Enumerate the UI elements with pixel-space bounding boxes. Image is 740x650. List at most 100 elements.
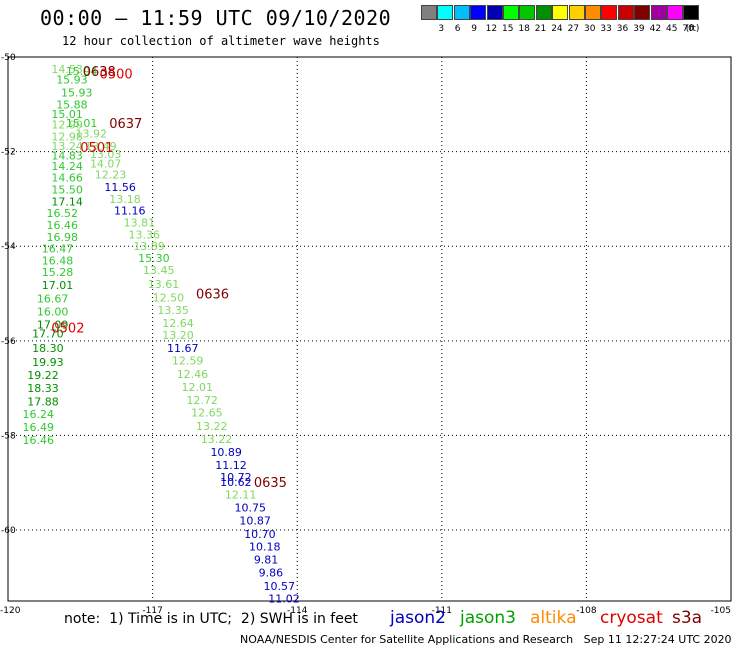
wave-height-value: 15.30 bbox=[138, 252, 170, 265]
wave-height-value: 12.98 bbox=[51, 130, 83, 143]
wave-height-value: 13.45 bbox=[143, 264, 175, 277]
legend-label: 36 bbox=[616, 24, 629, 34]
wave-height-value: 12.64 bbox=[162, 317, 194, 330]
wave-height-value: 10.89 bbox=[210, 446, 242, 459]
legend-swatch bbox=[453, 5, 470, 20]
page-title: 00:00 – 11:59 UTC 09/10/2020 bbox=[40, 6, 392, 30]
latitude-label: -56 bbox=[1, 337, 16, 347]
wave-height-value: 15.50 bbox=[51, 183, 83, 196]
longitude-label: -105 bbox=[711, 606, 731, 616]
credit-text: NOAA/NESDIS Center for Satellite Applica… bbox=[240, 633, 574, 646]
legend-swatch bbox=[650, 5, 667, 20]
wave-height-value: 13.35 bbox=[157, 304, 189, 317]
longitude-label: -114 bbox=[287, 606, 308, 616]
wave-height-value: 17.88 bbox=[27, 395, 58, 408]
wave-height-value: 10.18 bbox=[249, 541, 281, 554]
latitude-label: -54 bbox=[1, 242, 16, 252]
wave-height-value: 13.20 bbox=[162, 329, 194, 342]
wave-height-value: 12.46 bbox=[177, 368, 209, 381]
wave-height-value: 13.03 bbox=[90, 148, 122, 161]
pass-time-label: 0636 bbox=[196, 288, 229, 303]
longitude-label: -111 bbox=[432, 606, 452, 616]
wave-height-value: 9.86 bbox=[259, 567, 284, 580]
pass-time-label: 0638 bbox=[83, 65, 116, 80]
wave-height-value: 18.33 bbox=[27, 382, 58, 395]
wave-height-value: 15.01 bbox=[51, 108, 83, 121]
wave-height-value: 17.70 bbox=[32, 328, 64, 341]
wave-height-value: 12.11 bbox=[225, 489, 257, 502]
legend-swatch bbox=[601, 5, 618, 20]
wave-height-value: 12.01 bbox=[182, 381, 214, 394]
footer-note: note: 1) Time is in UTC; 2) SWH is in fe… bbox=[64, 611, 358, 627]
legend-swatch bbox=[568, 5, 585, 20]
latitude-label: -60 bbox=[1, 526, 16, 536]
satellite-s3a: s3a bbox=[672, 608, 703, 628]
legend-label: 18 bbox=[518, 24, 530, 34]
wave-height-value: 13.22 bbox=[196, 420, 228, 433]
wave-height-value: 12.50 bbox=[153, 291, 185, 304]
longitude-label: -117 bbox=[142, 606, 162, 616]
latitude-label: -50 bbox=[1, 53, 16, 63]
legend-unit: (ft) bbox=[685, 24, 700, 34]
wave-height-value: 17.14 bbox=[51, 195, 83, 208]
legend-swatch bbox=[486, 5, 503, 20]
wave-height-value: 19.22 bbox=[27, 369, 58, 382]
wave-height-value: 16.48 bbox=[42, 254, 74, 267]
legend-label: 24 bbox=[551, 24, 563, 34]
legend-label: 39 bbox=[633, 24, 645, 34]
wave-height-value: 13.18 bbox=[109, 193, 141, 206]
wave-height-value: 11.12 bbox=[215, 459, 247, 472]
legend-swatch bbox=[683, 5, 700, 20]
wave-height-value: 19.93 bbox=[32, 356, 64, 369]
wave-height-value: 9.81 bbox=[254, 553, 279, 566]
legend-label: 45 bbox=[666, 24, 678, 34]
wave-height-value: 13.81 bbox=[124, 217, 155, 230]
wave-height-value: 12.23 bbox=[95, 168, 127, 181]
satellite-cryosat: cryosat bbox=[600, 608, 663, 628]
wave-height-value: 14.53 bbox=[51, 63, 83, 76]
wave-height-value: 15.88 bbox=[56, 98, 87, 111]
legend-label: 30 bbox=[584, 24, 596, 34]
wave-height-value: 13.36 bbox=[129, 228, 161, 241]
legend-swatch bbox=[503, 5, 519, 20]
wave-height-value: 14.24 bbox=[51, 160, 83, 173]
wave-height-value: 16.98 bbox=[47, 231, 78, 244]
legend-swatch bbox=[421, 5, 437, 20]
wave-height-value: 18.30 bbox=[32, 342, 64, 355]
wave-height-value: 13.49 bbox=[85, 140, 117, 153]
wave-height-value: 14.07 bbox=[90, 157, 122, 170]
wave-height-value: 10.87 bbox=[239, 515, 270, 528]
legend-label: 21 bbox=[534, 24, 547, 34]
wave-height-value: 10.62 bbox=[220, 476, 252, 489]
plot-frame bbox=[7, 56, 732, 602]
wave-height-value: 14.66 bbox=[51, 172, 83, 185]
wave-height-value: 16.46 bbox=[22, 434, 54, 447]
wave-height-value: 11.56 bbox=[104, 181, 135, 194]
pass-time-label: 0500 bbox=[100, 68, 133, 83]
wave-height-value: 13.89 bbox=[133, 240, 165, 253]
wave-height-value: 10.70 bbox=[244, 528, 276, 541]
wave-height-value: 16.49 bbox=[22, 421, 54, 434]
satellite-jason2: jason2 bbox=[390, 608, 446, 628]
wave-height-value: 17.01 bbox=[42, 279, 74, 292]
wave-height-value: 13.22 bbox=[201, 433, 233, 446]
legend-label: 9 bbox=[471, 24, 477, 34]
legend-label: 70 bbox=[682, 24, 694, 34]
pass-time-label: 0501 bbox=[80, 141, 113, 156]
wave-height-value: 16.46 bbox=[47, 219, 78, 232]
longitude-label: -120 bbox=[0, 606, 21, 616]
wave-height-value: 15.28 bbox=[42, 266, 74, 279]
wave-height-value: 11.16 bbox=[114, 205, 146, 218]
wave-height-value: 14.83 bbox=[51, 149, 83, 162]
wave-height-value: 11.67 bbox=[167, 342, 199, 355]
pass-time-label: 0502 bbox=[51, 322, 84, 337]
wave-height-value: 15.93 bbox=[56, 74, 87, 87]
wave-height-value: 15.93 bbox=[61, 86, 93, 99]
wave-height-value: 16.24 bbox=[22, 408, 54, 421]
wave-height-value: 13.24 bbox=[51, 140, 83, 153]
footer-credit: NOAA/NESDIS Center for Satellite Applica… bbox=[240, 633, 732, 646]
legend-label: 3 bbox=[438, 24, 445, 34]
wave-height-value: 16.00 bbox=[37, 305, 69, 318]
wave-height-value: 10.57 bbox=[263, 580, 295, 593]
legend-swatch bbox=[552, 5, 569, 20]
